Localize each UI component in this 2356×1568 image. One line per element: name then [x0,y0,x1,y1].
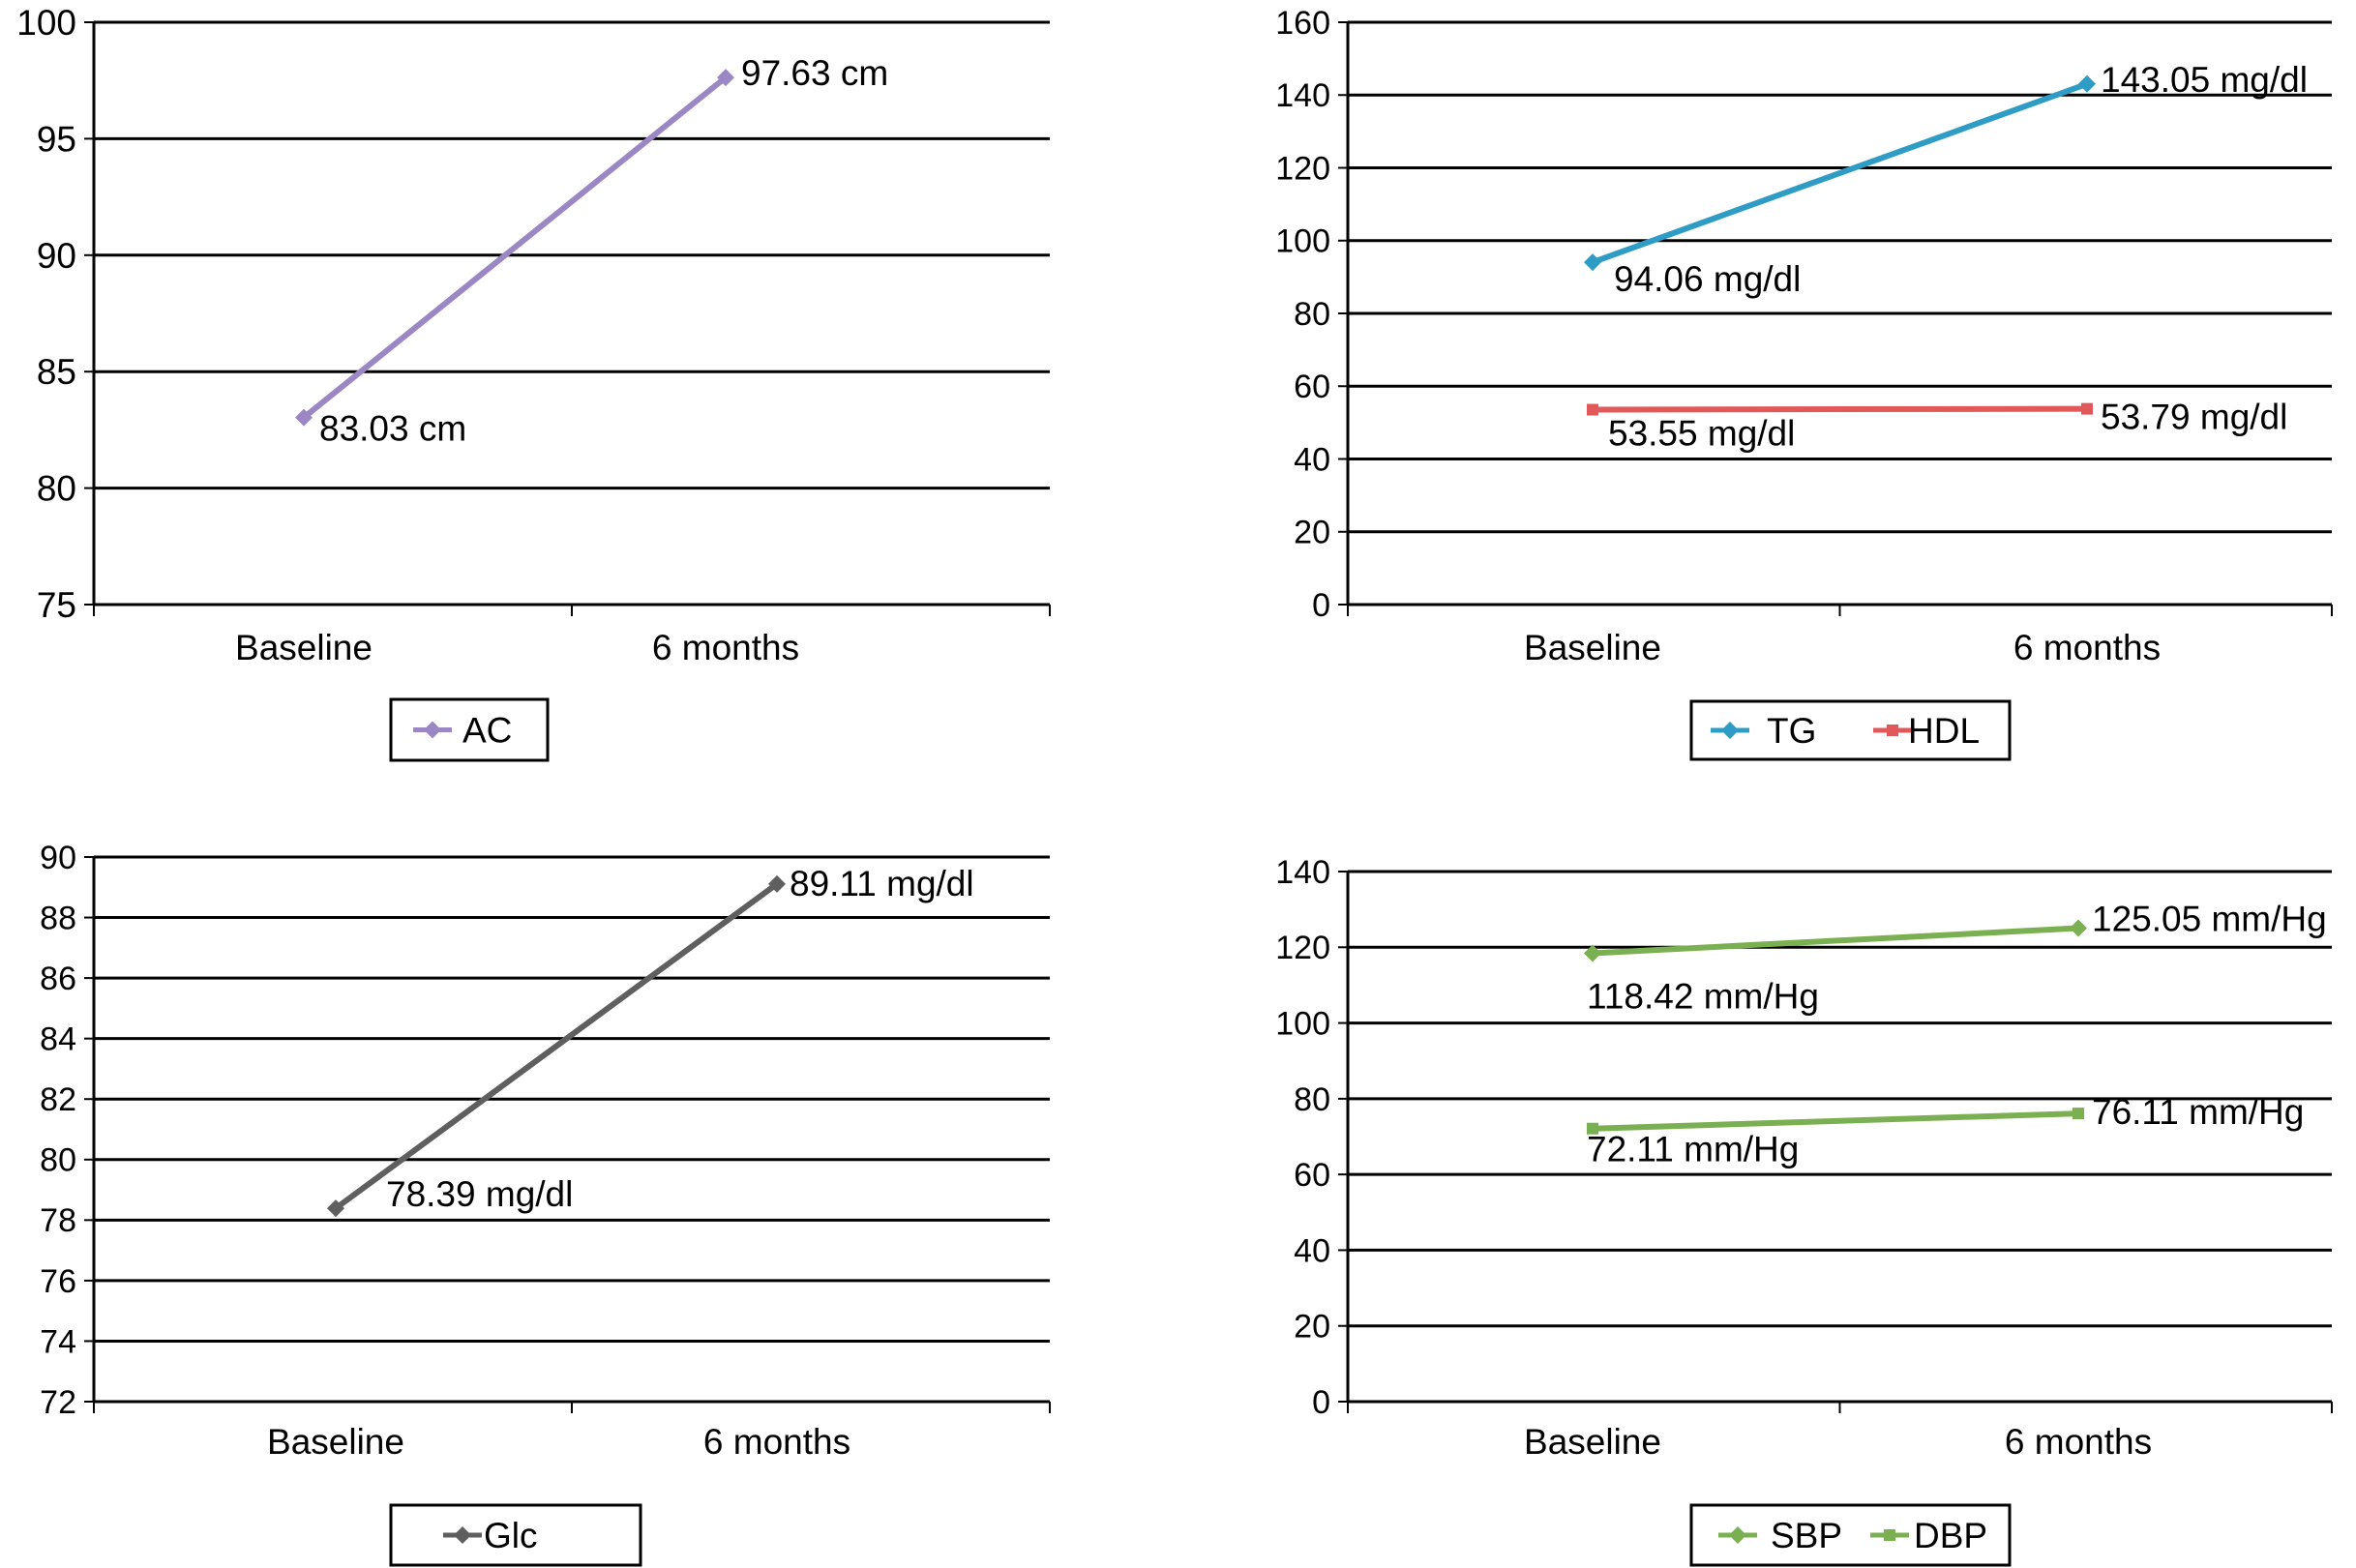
series-line-glc [334,881,779,1211]
data-point-glc [768,874,786,893]
y-tick-label: 76 [40,1263,76,1300]
series-line-dbp [1592,1110,2079,1132]
data-label: 94.06 mg/dl [1614,259,1801,299]
data-point-hdl [1587,403,1598,416]
data-label: 72.11 mm/Hg [1587,1130,1799,1169]
legend-label: SBP [1771,1516,1842,1555]
x-tick-label: Baseline [235,628,373,667]
y-tick-label: 120 [1275,930,1330,966]
data-label: 53.79 mg/dl [2101,398,2287,437]
y-tick-label: 86 [40,961,76,997]
legend-marker [454,1526,471,1544]
data-label: 125.05 mm/Hg [2092,900,2327,939]
data-point-sbp [2070,919,2087,937]
series-line-hdl [1592,405,2088,413]
chart-3: 72 74 76 78 80 82 84 86 88 90 Baseline 6 months 78.3… [40,840,1051,1567]
x-tick-label: Baseline [1524,628,1661,667]
legend-box [1689,699,2012,761]
y-tick-label: 0 [1312,1384,1330,1421]
legend-label: HDL [1908,711,1980,751]
y-tick-label: 75 [37,585,76,625]
y-tick-label: 20 [1294,515,1330,551]
data-point-hdl [2081,402,2093,415]
y-tick-label: 80 [37,469,76,509]
legend-marker [424,721,441,739]
data-point-ac [295,408,313,427]
x-tick-label: Baseline [1524,1422,1661,1462]
y-tick-label: 160 [1275,5,1330,42]
y-tick-label: 85 [37,352,76,392]
data-label: 53.55 mg/dl [1608,414,1795,454]
data-label: 76.11 mm/Hg [2092,1092,2304,1132]
y-tick-label: 82 [40,1081,76,1118]
data-point-glc [327,1199,344,1218]
legend-box [389,697,550,762]
y-tick-label: 80 [1294,296,1330,333]
y-tick-label: 120 [1275,150,1330,187]
y-tick-label: 0 [1312,587,1330,624]
y-tick-label: 74 [40,1323,76,1360]
x-tick-label: 6 months [652,628,799,667]
chart-2: 0 20 40 60 80 100 120 140 160 Baseline 6 months 94.… [1275,5,2333,761]
y-tick-label: 60 [1294,369,1330,405]
series-line-ac [302,74,728,420]
x-tick-label: Baseline [267,1422,404,1462]
series-line-sbp [1592,925,2079,957]
y-tick-label: 40 [1294,441,1330,478]
y-tick-label: 100 [16,3,76,43]
data-label: 78.39 mg/dl [386,1174,573,1214]
y-tick-label: 20 [1294,1309,1330,1346]
legend-marker [1887,725,1898,736]
data-label: 143.05 mg/dl [2101,60,2308,100]
y-tick-label: 90 [40,840,76,876]
legend-label: TG [1767,711,1816,751]
y-tick-label: 100 [1275,223,1330,260]
y-tick-label: 95 [37,119,76,159]
y-tick-label: 40 [1294,1232,1330,1269]
y-tick-label: 140 [1275,854,1330,891]
legend-marker [1884,1529,1895,1541]
data-label: 89.11 mg/dl [790,864,974,903]
y-tick-label: 84 [40,1021,76,1058]
y-tick-label: 140 [1275,77,1330,114]
y-tick-label: 78 [40,1202,76,1239]
y-tick-label: 100 [1275,1005,1330,1042]
y-tick-label: 88 [40,900,76,936]
legend-marker [1721,722,1739,739]
legend-marker [1729,1526,1746,1544]
legend-label: AC [462,711,512,751]
data-point-dbp [2073,1108,2084,1120]
chart-4: 0 20 40 60 80 100 120 140 Baseline 6 months 118.42… [1275,854,2333,1567]
y-tick-label: 90 [37,236,76,276]
x-tick-label: 6 months [2005,1422,2152,1462]
legend-label: Glc [484,1516,538,1555]
legend-label: DBP [1914,1516,1987,1555]
data-point-tg [1584,253,1601,272]
y-tick-label: 60 [1294,1157,1330,1194]
data-label: 97.63 cm [741,53,888,93]
x-tick-label: 6 months [703,1422,850,1462]
legend-box [389,1503,642,1567]
series-line-tg [1591,80,2089,265]
y-tick-label: 72 [40,1384,76,1421]
y-tick-label: 80 [40,1142,76,1179]
data-point-sbp [1584,944,1601,962]
data-point-dbp [1587,1122,1598,1135]
x-tick-label: 6 months [2013,628,2161,667]
chart-1: 75 80 85 90 95 100 Baseline 6 months 83.03 cm 97.… [16,3,1051,762]
data-point-ac [717,69,734,87]
y-tick-label: 80 [1294,1081,1330,1118]
data-label: 83.03 cm [319,409,466,449]
data-point-tg [2078,74,2096,93]
data-label: 118.42 mm/Hg [1587,976,1819,1016]
